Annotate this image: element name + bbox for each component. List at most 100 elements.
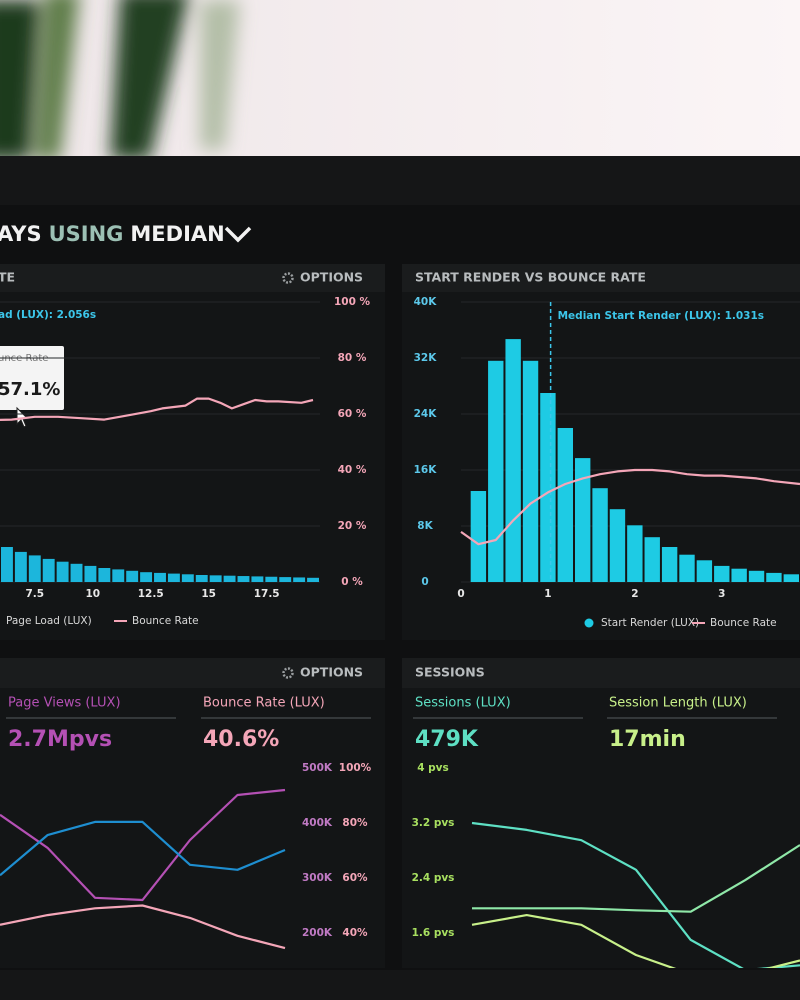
y-tick-label: 300K [302,872,333,884]
title-part: AYS [0,222,42,246]
gear-icon [282,272,294,284]
x-tick-label: 12.5 [138,588,164,600]
panel-title: SESSIONS [415,665,485,680]
histogram-bar [154,572,166,582]
histogram-bar [505,339,521,582]
histogram-bar [112,569,125,582]
y-tick-label: 24K [414,408,438,420]
panel-header [0,658,385,688]
y2-tick-label: 40% [342,927,368,939]
chart [460,301,800,583]
legend-label: Bounce Rate [710,617,777,629]
kpi-label: Sessions (LUX) [415,696,511,711]
y-tick-label: 3.2 pvs [412,817,455,829]
histogram-bar [293,577,306,582]
histogram-bar [167,573,180,582]
panel-title: TE [0,270,15,285]
y-tick-label: 16K [414,464,438,476]
tooltip [0,346,64,410]
histogram-bar [181,574,194,582]
line-series [460,468,800,546]
title-part: USING [49,222,124,246]
x-tick-label: 7.5 [25,588,44,600]
line-series [471,821,800,968]
y-tick-label: 500K [302,762,333,774]
tooltip-value: 57.1% [0,379,60,400]
histogram-bar [766,572,782,582]
panel-header [402,658,800,688]
histogram-bar [644,537,660,582]
y2-tick-label: 60% [342,872,368,884]
legend-label: Page Load (LUX) [6,615,92,627]
histogram-bar [84,565,97,582]
options-button[interactable]: OPTIONS [300,665,363,680]
y2-tick-label: 80 % [338,352,367,364]
histogram-bar [470,491,487,582]
histogram-bar [307,577,319,582]
histogram-bar [1,547,13,582]
plant [0,0,240,160]
y-tick-label: 200K [302,927,333,939]
histogram-bar [661,547,678,582]
x-tick-label: 1 [544,588,551,600]
y-tick-label: 32K [414,352,438,364]
x-tick-label: 17.5 [254,588,280,600]
histogram-bar [575,458,591,582]
y2-tick-label: 100% [339,762,372,774]
panel [0,658,385,968]
dropdown-chevron[interactable] [224,226,252,243]
line-series [0,820,286,877]
kpi-value: 2.7Mpvs [8,727,112,752]
legend-label: Bounce Rate [132,615,199,627]
histogram-bar [265,576,278,582]
panel [402,658,800,968]
options-button[interactable]: OPTIONS [300,270,363,285]
title-part: MEDIAN [130,222,224,246]
x-tick-label: 0 [457,588,464,600]
chart [471,821,800,968]
histogram-bar [209,575,222,582]
histogram-bar [98,568,111,582]
y2-tick-label: 60 % [338,408,367,420]
x-tick-label: 2 [631,588,638,600]
chart [0,301,320,583]
histogram-bar [195,575,208,582]
panel-title: START RENDER VS BOUNCE RATE [415,270,646,285]
histogram-bar [279,577,292,582]
histogram-bar [488,360,504,582]
gear-icon [282,667,294,679]
kpi-value: 17min [609,727,686,752]
y2-tick-label: 20 % [338,520,367,532]
y-tick-label: 4 pvs [417,762,449,774]
histogram-bar [70,563,83,582]
histogram-bar [609,509,626,582]
kpi-label: Bounce Rate (LUX) [203,696,325,711]
histogram-bar [140,572,153,582]
kpi-value: 479K [415,727,479,752]
histogram-bar [783,574,799,582]
histogram-bar [522,360,539,582]
histogram-bar [714,565,730,582]
histogram-bar [731,568,747,582]
line-series [0,397,314,421]
y-tick-label: 0 [421,576,428,588]
kpi-label: Page Views (LUX) [8,696,121,711]
kpi-value: 40.6% [203,727,279,752]
chart [0,788,286,950]
histogram-bar [627,525,643,582]
histogram-bar [223,575,236,582]
annotation: ad (LUX): 2.056s [0,309,96,321]
legend-label: Start Render (LUX) [601,617,699,629]
y2-tick-label: 40 % [338,464,367,476]
line-series [471,914,800,968]
histogram-bar [679,554,695,582]
median-label: Median Start Render (LUX): 1.031s [558,310,764,322]
panel-header [0,264,385,292]
histogram-bar [237,576,250,582]
kpi-label: Session Length (LUX) [609,696,747,711]
panel-header [402,264,800,292]
histogram-bar [42,558,55,582]
dashboard-title[interactable]: AYS USING MEDIAN [0,222,225,246]
x-tick-label: 3 [718,588,725,600]
